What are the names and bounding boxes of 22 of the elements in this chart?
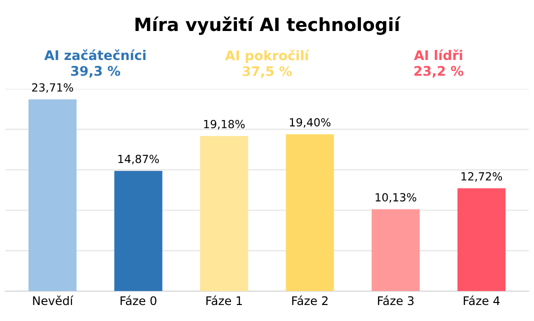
x-tick-label: Fáze 3: [378, 296, 414, 306]
bar: [114, 170, 162, 292]
x-tick-label: Fáze 1: [206, 296, 242, 306]
x-tick-label: Fáze 2: [292, 296, 328, 306]
x-tick-label: Nevědí: [33, 296, 74, 306]
bar: [457, 188, 506, 292]
text: AI začátečníci 39,3 %: [44, 49, 146, 78]
data-label: 19,18%: [204, 120, 245, 130]
bar: [200, 136, 248, 292]
bar: [286, 134, 334, 292]
data-label: 10,13%: [376, 193, 416, 203]
bar: [28, 99, 77, 292]
chart-title: Míra využití AI technologií: [136, 16, 401, 35]
data-label: 14,87%: [118, 154, 159, 164]
data-label: 19,40%: [290, 118, 330, 128]
bar: [372, 209, 420, 292]
text: AI lídři 23,2 %: [414, 49, 464, 78]
data-label: 23,71%: [32, 83, 74, 93]
x-tick-label: Fáze 4: [464, 296, 500, 306]
text: AI pokročilí 37,5 %: [225, 50, 310, 78]
x-tick-label: Fáze 0: [120, 296, 156, 306]
data-label: 12,72%: [462, 172, 502, 182]
